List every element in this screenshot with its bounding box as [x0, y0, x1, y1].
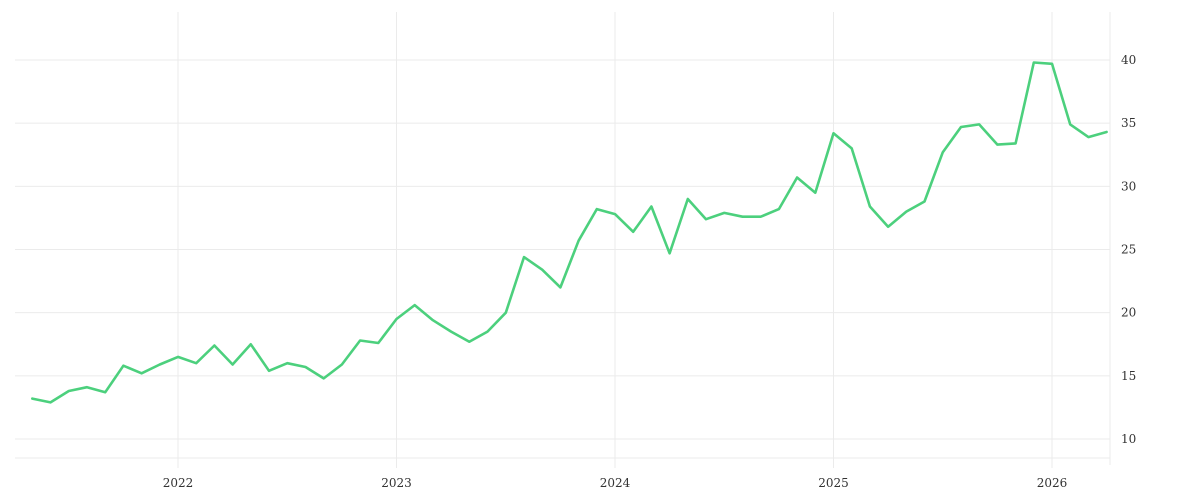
- y-axis-tick-labels: 10 15 20 25 30 35 40: [1121, 53, 1136, 446]
- x-tick-label: 2025: [818, 476, 849, 490]
- x-axis-tick-labels: 2022 2023 2024 2025 2026: [163, 476, 1068, 490]
- y-tick-label: 20: [1121, 306, 1136, 320]
- y-tick-label: 35: [1121, 116, 1136, 130]
- x-tick-label: 2023: [381, 476, 412, 490]
- y-tick-label: 25: [1121, 243, 1136, 257]
- y-gridlines: [15, 59, 1110, 459]
- x-tick-label: 2026: [1037, 476, 1068, 490]
- x-tick-label: 2022: [163, 476, 194, 490]
- x-tick-label: 2024: [600, 476, 631, 490]
- y-tick-label: 10: [1121, 432, 1136, 446]
- x-gridlines: [177, 12, 1053, 468]
- data-line-series: [30, 61, 1108, 404]
- y-tick-label: 15: [1121, 369, 1136, 383]
- y-tick-label: 40: [1121, 53, 1136, 67]
- y-tick-label: 30: [1121, 179, 1136, 193]
